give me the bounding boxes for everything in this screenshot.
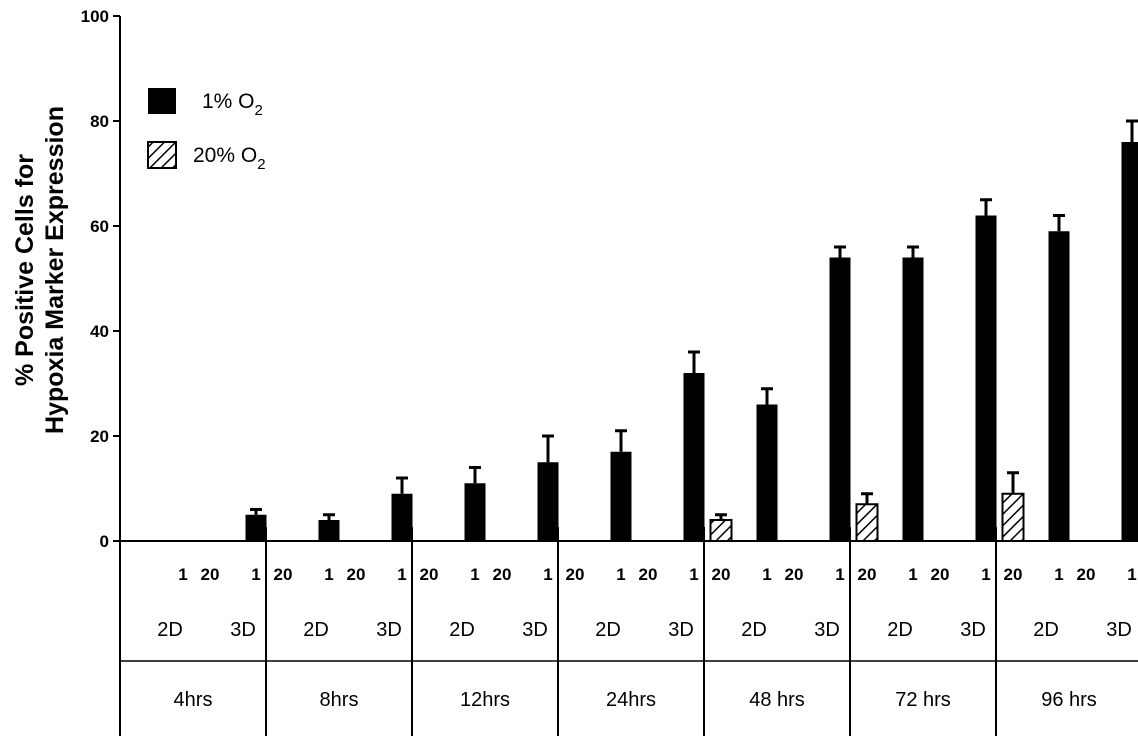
- o2-level-label: 20: [420, 565, 439, 584]
- y-axis-title-line-1: % Positive Cells for: [11, 154, 39, 386]
- legend-label-20pct-o2: 20% O2: [193, 144, 266, 173]
- o2-level-label: 1: [1127, 565, 1136, 584]
- culture-label: 3D: [814, 619, 840, 641]
- legend-label-1pct-o2: 1% O2: [202, 90, 263, 119]
- culture-label: 2D: [741, 619, 767, 641]
- o2-level-label: 20: [712, 565, 731, 584]
- legend-swatch-solid: [148, 88, 176, 114]
- legend: 1% O2 20% O2: [147, 88, 266, 173]
- y-axis-title-line-2: Hypoxia Marker Expression: [41, 106, 69, 434]
- bar-72hrs-2D-1pct: [902, 257, 924, 541]
- o2-level-label: 1: [178, 565, 187, 584]
- culture-label: 2D: [887, 619, 913, 641]
- culture-label: 2D: [303, 619, 329, 641]
- o2-level-label: 1: [616, 565, 625, 584]
- o2-level-label: 1: [543, 565, 552, 584]
- legend-swatch-hatched: [147, 141, 177, 169]
- o2-level-label: 1: [689, 565, 698, 584]
- y-tick-label: 60: [90, 217, 109, 236]
- y-axis: 0 20 40 60 80 100: [81, 7, 121, 551]
- time-point-label: 96 hrs: [1041, 689, 1097, 711]
- bar-24hrs-3D-20pct: [709, 519, 733, 542]
- bar-12hrs-3D-1pct: [537, 462, 559, 541]
- time-point-label: 12hrs: [460, 689, 510, 711]
- o2-level-label: 20: [493, 565, 512, 584]
- time-point-label: 8hrs: [320, 689, 359, 711]
- legend-label-1pct-o2-sub: 2: [255, 102, 263, 119]
- o2-level-label: 1: [981, 565, 990, 584]
- o2-level-label: 20: [931, 565, 950, 584]
- o2-level-label: 20: [274, 565, 293, 584]
- o2-level-label: 1: [762, 565, 771, 584]
- y-tick-label: 40: [90, 322, 109, 341]
- bar-96hrs-3D-1pct: [1121, 142, 1138, 541]
- bar-96hrs-2D-1pct: [1048, 231, 1070, 541]
- culture-label: 2D: [157, 619, 183, 641]
- y-tick-label: 0: [100, 532, 109, 551]
- time-point-label: 72 hrs: [895, 689, 951, 711]
- o2-level-label: 20: [347, 565, 366, 584]
- culture-label: 3D: [1106, 619, 1132, 641]
- bar-8hrs-2D-1pct: [318, 520, 340, 541]
- o2-level-label: 20: [1077, 565, 1096, 584]
- y-tick-label: 100: [81, 7, 109, 26]
- legend-label-20pct-o2-sub: 2: [257, 156, 265, 173]
- culture-label: 3D: [522, 619, 548, 641]
- bar-24hrs-2D-1pct: [610, 451, 632, 541]
- culture-label: 3D: [230, 619, 256, 641]
- bar-12hrs-2D-1pct: [464, 483, 486, 541]
- bars: [245, 119, 1138, 542]
- bar-48hrs-3D-1pct: [829, 257, 851, 541]
- y-tick-label: 20: [90, 427, 109, 446]
- culture-label: 3D: [668, 619, 694, 641]
- culture-label: 2D: [449, 619, 475, 641]
- time-point-label: 4hrs: [174, 689, 213, 711]
- culture-label: 2D: [595, 619, 621, 641]
- culture-label: 2D: [1033, 619, 1059, 641]
- time-point-label: 24hrs: [606, 689, 656, 711]
- bar-8hrs-3D-1pct: [391, 493, 413, 541]
- o2-level-label: 1: [835, 565, 844, 584]
- bar-48hrs-2D-1pct: [756, 404, 778, 541]
- bar-72hrs-3D-20pct: [1001, 492, 1025, 542]
- o2-level-label: 1: [251, 565, 260, 584]
- y-tick-label: 80: [90, 112, 109, 131]
- bar-4hrs-3D-1pct: [245, 514, 267, 541]
- y-axis-title: % Positive Cells for Hypoxia Marker Expr…: [11, 106, 69, 434]
- o2-level-label: 1: [324, 565, 333, 584]
- bar-24hrs-3D-1pct: [683, 373, 705, 541]
- o2-level-label: 1: [908, 565, 917, 584]
- bar-48hrs-3D-20pct: [855, 503, 879, 542]
- o2-level-label: 20: [785, 565, 804, 584]
- o2-level-label: 20: [639, 565, 658, 584]
- o2-level-label: 20: [1004, 565, 1023, 584]
- time-point-label: 48 hrs: [749, 689, 805, 711]
- o2-level-label: 20: [858, 565, 877, 584]
- legend-label-1pct-o2-base: 1% O: [202, 90, 255, 113]
- legend-label-20pct-o2-base: 20% O: [193, 144, 257, 167]
- o2-level-label: 1: [397, 565, 406, 584]
- o2-level-label: 20: [201, 565, 220, 584]
- o2-level-label: 1: [470, 565, 479, 584]
- bar-72hrs-3D-1pct: [975, 215, 997, 541]
- o2-level-label: 1: [1054, 565, 1063, 584]
- culture-label: 3D: [960, 619, 986, 641]
- o2-level-label: 20: [566, 565, 585, 584]
- culture-label: 3D: [376, 619, 402, 641]
